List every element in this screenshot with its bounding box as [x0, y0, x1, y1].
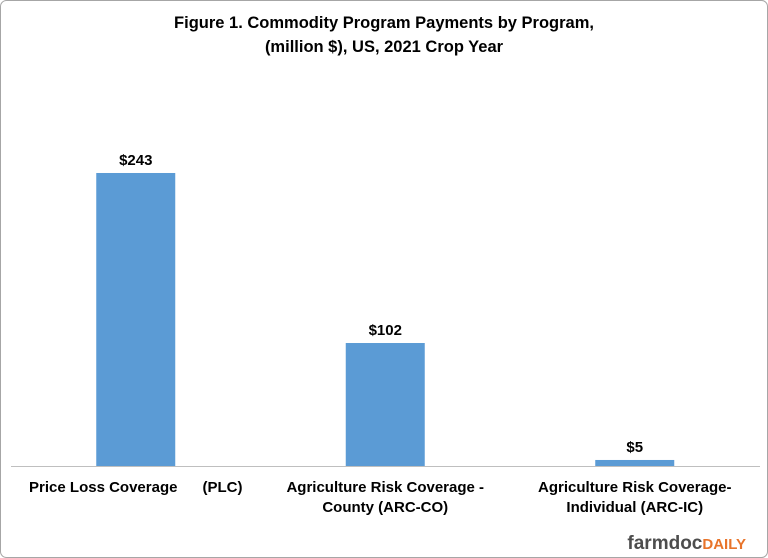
chart-title: (million $), US, 2021 Crop Year — [265, 38, 504, 56]
value-label: $243 — [119, 152, 152, 169]
logo: farmdocDAILY — [627, 533, 746, 554]
x-tick-label: Agriculture Risk Coverage- Individual (A… — [538, 479, 732, 516]
logo-part: farmdoc — [627, 533, 702, 554]
bar — [96, 172, 176, 466]
x-tick-label: Price Loss Coverage (PLC) — [29, 479, 243, 496]
logo-part: DAILY — [702, 536, 746, 553]
chart-title: Figure 1. Commodity Program Payments by … — [174, 14, 594, 32]
bar — [345, 343, 425, 466]
bar — [595, 459, 675, 466]
x-tick-label: Agriculture Risk Coverage - County (ARC-… — [286, 479, 485, 516]
value-label: $5 — [626, 439, 643, 456]
value-label: $102 — [369, 322, 402, 339]
